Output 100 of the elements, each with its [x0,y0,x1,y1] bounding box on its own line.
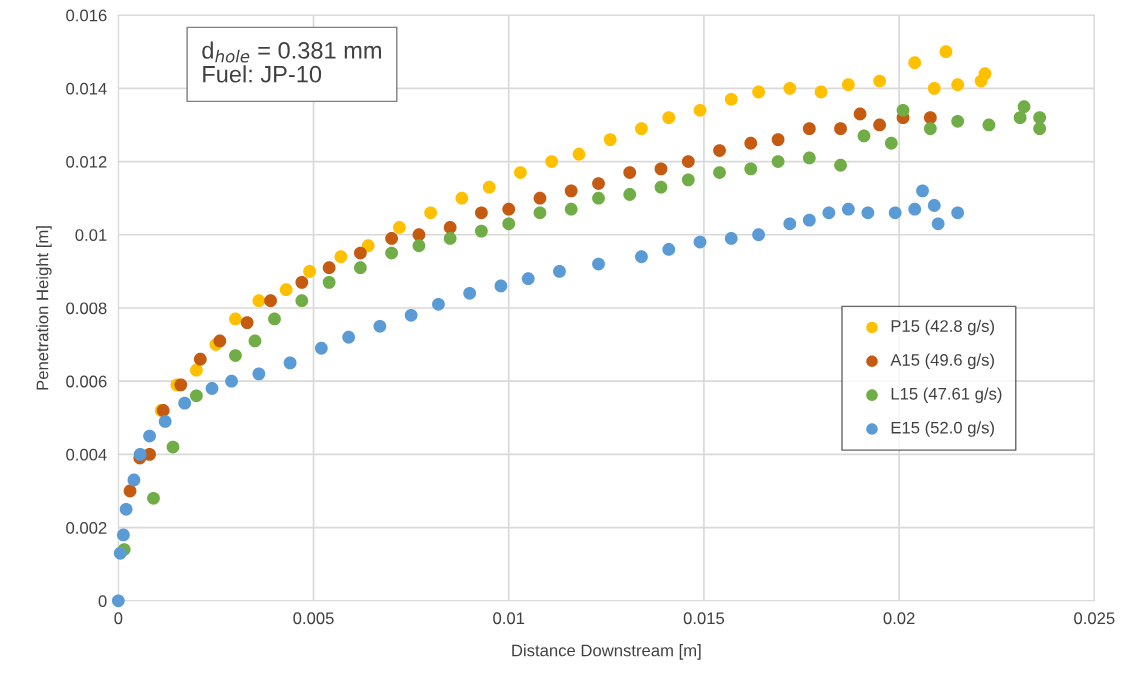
point [1013,111,1027,125]
point [373,319,387,333]
y-tick-label: 0.002 [66,522,107,534]
point [841,78,855,92]
point [752,228,765,242]
point [127,473,141,487]
point [113,546,127,560]
x-tick-label: 0.015 [683,612,725,625]
point [713,144,726,157]
legend-label: L15 (47.61 g/s) [891,387,1002,403]
point [240,316,254,330]
point [158,415,172,428]
point [802,122,816,136]
point [927,81,941,95]
point [939,45,953,59]
point [896,103,910,117]
point [494,279,508,293]
point [662,111,676,125]
point [123,484,137,498]
point [229,349,242,362]
point [693,235,707,249]
point [361,239,375,253]
point [592,177,605,190]
x-tick-label: 0 [114,612,123,625]
point [225,374,238,388]
point [724,232,738,245]
point [564,202,578,216]
point [252,367,266,381]
point [475,206,488,220]
y-tick-label: 0 [98,595,107,608]
point [861,206,875,220]
point [111,594,125,608]
point [252,294,266,308]
point [143,429,156,443]
point [771,133,785,147]
point [334,250,348,264]
point [475,224,488,238]
point [814,85,828,99]
point [873,74,886,88]
point [166,440,180,454]
point [314,341,328,355]
point [502,217,516,231]
x-tick-label: 0.025 [1074,612,1115,625]
point [521,272,535,286]
point [248,334,262,348]
point [783,217,797,231]
point [681,173,695,187]
annotation: d$_{hole}$ = 0.381 mm Fuel: JP-10 [202,41,381,83]
point [693,103,707,117]
point [443,232,457,245]
point [412,239,426,253]
point [931,217,945,231]
point [178,396,192,410]
point [174,378,188,392]
y-tick-label: 0.008 [66,302,107,315]
point [853,107,867,121]
point [927,199,941,212]
point [951,78,965,92]
point [873,118,886,132]
point [978,67,992,81]
point [713,166,726,179]
point [724,92,738,106]
point [1017,100,1031,114]
point [404,308,418,322]
y-axis-title: Penetration Height [m] [36,226,52,390]
point [353,246,367,260]
point [295,294,309,308]
point [342,330,356,344]
point [443,221,457,234]
point [502,202,516,216]
point [635,250,648,264]
point [857,129,871,143]
point [482,180,496,194]
point [193,352,207,366]
point [802,151,816,165]
point [119,502,133,516]
point [432,297,445,311]
point [533,191,547,205]
y-tick-label: 0.006 [66,375,107,388]
point [923,122,937,136]
x-tick-label: 0.01 [493,612,525,625]
point [1033,122,1047,136]
point [951,114,965,128]
point [603,133,617,147]
point [147,491,160,505]
point [322,275,336,289]
point [514,166,527,179]
point [752,85,765,99]
point [385,232,399,245]
x-tick-label: 0.005 [293,612,334,625]
point [264,294,277,308]
y-tick-label: 0.014 [66,82,107,95]
point [322,261,336,275]
point [572,147,586,161]
x-tick-label: 0.02 [883,612,915,625]
point [295,275,309,289]
point [592,191,605,205]
y-tick-label: 0.004 [66,448,107,461]
point [412,228,426,242]
point [533,206,547,220]
